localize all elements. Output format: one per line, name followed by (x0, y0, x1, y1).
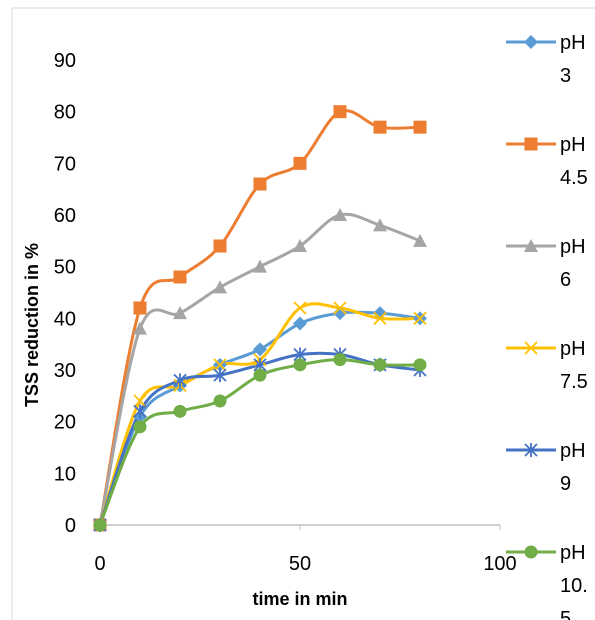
data-point-ph-6 (133, 321, 147, 335)
legend-label-line: 10. (560, 575, 588, 597)
legend-label-line: 4.5 (560, 167, 588, 189)
data-point-ph-10-5 (413, 358, 427, 372)
data-point-ph-10-5 (253, 368, 267, 382)
legend-label-ph-4-5: pH 4.5 (560, 134, 588, 189)
series-line-ph-4-5 (98, 109, 421, 526)
y-axis-ticks: 0 10 20 30 40 50 60 70 80 90 (54, 50, 76, 537)
data-point-ph-4-5 (373, 120, 387, 134)
legend-entry-ph-7-5: pH 7.5 (506, 338, 588, 393)
legend-label-ph-6: pH 6 (560, 236, 586, 291)
x-axis-title: time in min (252, 589, 347, 609)
legend: pH 3 pH 4.5 pH 6 pH 7.5 pH 9 pH 10. 5 (506, 32, 588, 620)
series-line-ph-7-5 (98, 302, 421, 526)
series-line-ph-10-5 (98, 358, 421, 526)
legend-label-ph-9: pH 9 (560, 440, 586, 495)
data-point-ph-10-5 (173, 404, 187, 418)
data-point-ph-7-5 (333, 301, 347, 315)
legend-label-line: 7.5 (560, 371, 588, 393)
legend-entry-ph-4-5: pH 4.5 (506, 134, 588, 189)
data-point-ph-10-5 (373, 358, 387, 372)
data-point-ph-9 (213, 368, 227, 383)
data-point-ph-3 (333, 306, 347, 321)
legend-marker-ph-4-5 (524, 137, 538, 151)
y-tick-label: 30 (54, 360, 76, 382)
legend-label-line: 9 (560, 473, 571, 495)
legend-marker-ph-10-5 (524, 545, 538, 559)
legend-marker-ph-3 (524, 35, 538, 49)
legend-label-line: pH (560, 236, 586, 258)
y-tick-label: 40 (54, 308, 76, 330)
data-point-ph-3 (293, 316, 307, 331)
series-markers (93, 105, 427, 532)
data-point-ph-10-5 (133, 420, 147, 434)
data-point-ph-6 (333, 208, 347, 221)
x-tick-label: 0 (94, 553, 105, 575)
legend-label-line: pH (560, 338, 586, 360)
data-point-ph-4-5 (413, 120, 427, 134)
y-tick-label: 0 (65, 515, 76, 537)
legend-label-ph-7-5: pH 7.5 (560, 338, 588, 393)
x-axis-ticks: 0 50 100 (94, 525, 517, 575)
legend-label-line: pH (560, 542, 586, 564)
data-point-ph-6 (413, 233, 427, 247)
legend-entry-ph-6: pH 6 (506, 236, 586, 291)
data-point-ph-6 (253, 259, 267, 273)
data-point-ph-10-5 (93, 518, 107, 532)
data-point-ph-9 (173, 373, 187, 388)
data-point-ph-7-5 (133, 394, 147, 408)
legend-label-line: pH (560, 32, 586, 54)
x-tick-label: 50 (289, 553, 311, 575)
data-point-ph-7-5 (373, 311, 387, 325)
legend-label-line: 5 (560, 608, 571, 620)
y-axis-title: TSS reduction in % (22, 243, 42, 407)
data-point-ph-10-5 (213, 394, 227, 408)
data-point-ph-3 (373, 306, 387, 321)
data-point-ph-4-5 (173, 270, 187, 284)
y-tick-label: 70 (54, 153, 76, 175)
legend-label-line: 6 (560, 269, 571, 291)
x-tick-label: 100 (483, 553, 516, 575)
legend-label-line: pH (560, 134, 586, 156)
data-point-ph-7-5 (213, 358, 227, 372)
series-lines (98, 109, 421, 526)
data-point-ph-4-5 (253, 177, 267, 191)
y-tick-label: 60 (54, 205, 76, 227)
series-line-ph-6 (98, 212, 421, 526)
legend-entry-ph-3: pH 3 (506, 32, 586, 87)
data-point-ph-10-5 (333, 353, 347, 367)
legend-label-ph-3: pH 3 (560, 32, 586, 87)
data-point-ph-7-5 (293, 301, 307, 315)
legend-entry-ph-10-5: pH 10. 5 (506, 542, 588, 620)
data-point-ph-9 (133, 404, 147, 419)
y-tick-label: 80 (54, 102, 76, 124)
legend-marker-ph-9 (524, 443, 538, 457)
data-point-ph-6 (373, 218, 387, 232)
data-point-ph-6 (293, 239, 307, 252)
data-point-ph-10-5 (293, 358, 307, 372)
legend-marker-ph-6 (524, 239, 538, 252)
data-point-ph-4-5 (133, 301, 147, 315)
y-tick-label: 10 (54, 463, 76, 485)
data-point-ph-6 (173, 306, 187, 320)
legend-label-line: 3 (560, 65, 571, 87)
y-tick-label: 90 (54, 50, 76, 72)
legend-label-ph-10-5: pH 10. 5 (560, 542, 588, 620)
data-point-ph-7-5 (413, 311, 427, 325)
data-point-ph-6 (213, 280, 227, 294)
legend-label-line: pH (560, 440, 586, 462)
data-point-ph-4-5 (293, 156, 307, 170)
y-tick-label: 50 (54, 257, 76, 279)
data-point-ph-3 (253, 342, 267, 357)
data-point-ph-4-5 (333, 105, 347, 119)
legend-entry-ph-9: pH 9 (506, 440, 586, 495)
data-point-ph-4-5 (213, 239, 227, 253)
y-tick-label: 20 (54, 412, 76, 434)
legend-marker-ph-7-5 (524, 341, 538, 355)
